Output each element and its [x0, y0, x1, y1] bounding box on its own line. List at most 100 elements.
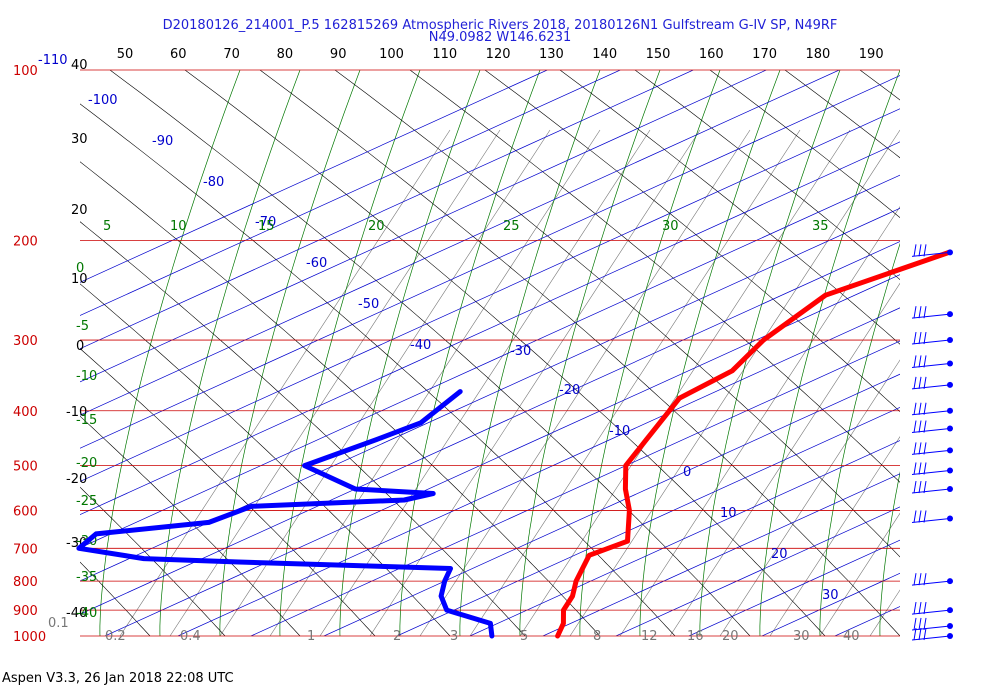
temperature-profile-point: [644, 437, 649, 442]
wind-barb-flag: [923, 602, 927, 615]
wind-barb-flag: [913, 480, 917, 494]
wind-barb-staff: [911, 469, 951, 475]
moist-adiabat: [639, 70, 781, 636]
dry-adiabat: [409, 70, 900, 483]
isotherm-line: [80, 207, 900, 582]
isotherm-line: [80, 70, 767, 383]
pressure-label: 600: [13, 504, 38, 519]
top-f-scale-label: 80: [277, 47, 294, 62]
wind-barb-flag: [918, 627, 922, 641]
wind-barb-flag: [918, 244, 922, 257]
plot-inner: [80, 70, 900, 636]
moist-adiabat: [819, 242, 900, 636]
isotherm-label: -50: [358, 297, 379, 312]
mixing-ratio-label: 40: [843, 629, 860, 644]
wind-barb-staff: [911, 635, 951, 641]
temperature-profile: [555, 249, 952, 639]
isotherm-label: -70: [255, 215, 276, 230]
moist-adiabat-left-label: -5: [76, 319, 89, 334]
dry-adiabat: [334, 70, 900, 558]
wind-barb-flag: [918, 402, 922, 415]
pressure-label: 900: [13, 604, 38, 619]
dewpoint-profile-point: [418, 420, 424, 425]
moist-adiabat: [459, 70, 601, 636]
isotherm-line: [80, 75, 900, 449]
moist-adiabat-label: 25: [503, 219, 520, 234]
isotherm-line: [688, 539, 900, 636]
moist-adiabat-left-label: -10: [76, 369, 97, 384]
wind-barb-flag: [918, 306, 922, 319]
isotherm-label: 0: [683, 465, 691, 480]
wind-barb-flag: [923, 420, 927, 433]
temperature-profile-point: [627, 508, 632, 513]
wind-barb-staff: [911, 339, 951, 345]
temperature-profile-point: [823, 293, 828, 298]
top-f-scale-label: 160: [699, 47, 724, 62]
dry-adiabat: [634, 70, 900, 281]
isotherm-line: [542, 473, 900, 636]
dewpoint-profile-point: [236, 559, 241, 565]
dewpoint-profile-point: [402, 497, 407, 503]
top-f-scale-label: 110: [432, 47, 457, 62]
pressure-label: 200: [13, 234, 38, 249]
isotherm-label: -80: [203, 175, 224, 190]
wind-barb-flag: [913, 602, 917, 615]
wind-barb-flag: [918, 420, 922, 433]
temperature-profile-point: [677, 395, 682, 401]
mixing-ratio-line: [519, 129, 851, 636]
wind-barb-flag: [918, 573, 922, 586]
top-f-scale-label: 50: [117, 47, 134, 62]
isotherm-line: [80, 70, 548, 283]
moist-adiabat-label: 20: [368, 219, 385, 234]
wind-barb-staff: [911, 251, 951, 257]
isotherm-line: [80, 108, 900, 482]
wind-barb-flag: [923, 331, 927, 345]
dry-adiabat: [80, 561, 151, 636]
mixing-ratio-line: [819, 512, 900, 636]
wind-barb-staff: [911, 428, 951, 434]
isotherm-line: [80, 141, 900, 516]
left-c-scale-label: 0: [76, 339, 84, 354]
left-c-scale-label: -40: [66, 606, 87, 621]
dry-adiabat: [109, 70, 751, 636]
isotherm-label: -90: [152, 134, 173, 149]
moist-adiabat: [159, 70, 301, 636]
mixing-ratio-label: 16: [687, 629, 704, 644]
temperature-profile-point: [587, 553, 592, 558]
top-f-scale-label: 190: [859, 47, 884, 62]
left-c-scale-label: -20: [66, 472, 87, 487]
moist-adiabat-label: 35: [812, 219, 829, 234]
dry-adiabat: [80, 486, 226, 636]
mixing-ratio-line: [169, 129, 501, 636]
moist-adiabat-left-label: -40: [76, 606, 97, 621]
dewpoint-profile-point: [489, 633, 495, 639]
dry-adiabat: [184, 70, 826, 636]
wind-barb-flag: [918, 480, 922, 494]
wind-barb-flag: [913, 462, 917, 475]
isotherm-label: -30: [510, 344, 531, 359]
dewpoint-profile-point: [249, 504, 254, 509]
temperature-profile-point: [623, 463, 629, 468]
temperature-profile-point: [561, 621, 566, 626]
wind-barb-flag: [918, 355, 922, 368]
isotherm-label: -60: [306, 256, 327, 271]
mixing-ratio-line: [219, 129, 551, 636]
mixing-ratio-label: 0.1: [48, 616, 69, 631]
wind-barb-flag: [923, 376, 927, 389]
chart-title-line1: D20180126_214001_P.5 162815269 Atmospher…: [163, 18, 838, 33]
left-c-scale-label: 10: [71, 272, 88, 287]
moist-adiabat: [399, 70, 541, 636]
dry-adiabat: [784, 70, 900, 159]
isotherm-line: [177, 307, 900, 636]
left-c-scale-label: 30: [71, 132, 88, 147]
moist-adiabat: [699, 70, 841, 636]
dry-adiabat: [859, 70, 900, 101]
isotherm-label: -10: [609, 424, 630, 439]
isotherm-line: [80, 70, 694, 350]
pressure-label: 300: [13, 334, 38, 349]
mixing-ratio-label: 3: [450, 629, 458, 644]
mixing-ratio-label: 5: [520, 629, 528, 644]
dry-adiabat: [80, 283, 451, 636]
moist-adiabat-label: 5: [103, 219, 111, 234]
